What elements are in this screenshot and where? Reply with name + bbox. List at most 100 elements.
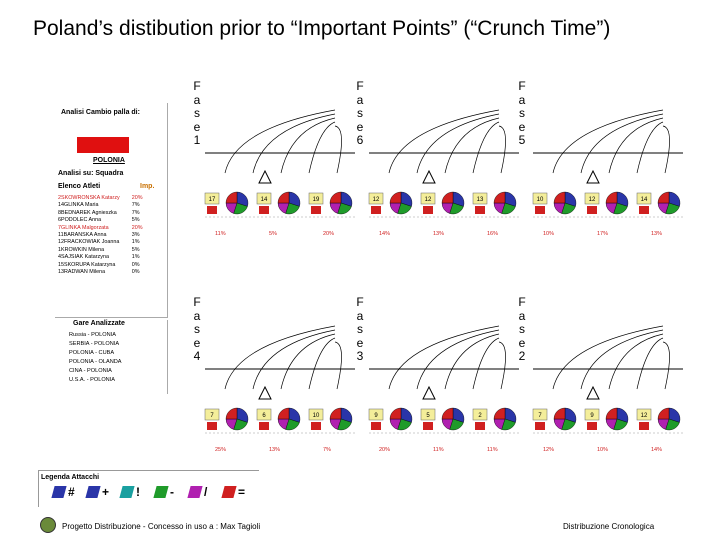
phase-letter: 2 — [518, 349, 526, 363]
phase-letter: 5 — [518, 133, 526, 147]
zone-count-box — [308, 408, 324, 421]
zone-count: 2 — [478, 413, 482, 419]
zone-count-box — [204, 192, 220, 205]
zone-count: 14 — [641, 197, 648, 203]
athlete-row: 12FRACKOWIAK Joanna 1% — [58, 239, 145, 246]
athlete-row: 2SKOWRONSKA Katarzy 20% — [58, 195, 145, 202]
zone-count-box — [204, 408, 220, 421]
legend-symbol: - — [170, 485, 174, 499]
zone-count-box — [368, 408, 384, 421]
zone-count: 19 — [313, 197, 320, 203]
athlete-imp: 3% — [131, 232, 140, 239]
zone-count: 6 — [262, 413, 266, 419]
setter-triangle-icon — [422, 169, 436, 184]
zone-bar — [639, 422, 649, 430]
distribution-pie-slice — [329, 191, 342, 204]
phase-letter: s — [357, 322, 363, 336]
zone-count-box — [420, 408, 436, 421]
phase-letter: F — [193, 79, 201, 93]
analysis-title: Analisi Cambio palla di: — [61, 109, 140, 116]
distribution-pie-slice — [389, 191, 402, 204]
phase-letter: e — [193, 119, 201, 134]
zone-count: 5 — [426, 413, 430, 419]
trajectory-line — [308, 337, 336, 390]
phase-letter: a — [518, 308, 526, 323]
match-item: POLONIA - CUBA — [69, 350, 115, 356]
legend-item: # — [51, 485, 75, 499]
phase-letter: F — [518, 295, 526, 309]
athlete-row: 13RADWAN Milena 0% — [58, 269, 145, 276]
athletes-table: 2SKOWRONSKA Katarzy 20% 14GLINKA Maria 7% 8B… — [58, 195, 145, 276]
trajectory-line — [252, 113, 336, 174]
athlete-imp: 0% — [131, 261, 140, 268]
athlete-row: 4SAJSIAK Katarzyna 1% — [58, 254, 145, 261]
zone-count-box — [256, 192, 272, 205]
zone-count: 7 — [538, 413, 542, 419]
trajectory-line — [308, 121, 336, 174]
phase-letter: a — [193, 308, 201, 323]
legend-symbol: = — [238, 485, 246, 499]
athlete-name: 13RADWAN Milena — [58, 269, 106, 276]
trajectory-line — [280, 333, 336, 390]
athlete-row: 1KROWKIN Milena 5% — [58, 247, 145, 254]
zone-percent: 14% — [379, 231, 390, 237]
trajectory-line — [636, 121, 664, 174]
zone-percent: 13% — [269, 447, 280, 453]
distribution-pie-slice — [553, 407, 566, 420]
phase-letter: a — [356, 92, 364, 107]
attack-symbol-icon — [119, 486, 135, 498]
zone-count-box — [472, 192, 488, 205]
phase-letter: a — [518, 92, 526, 107]
phase-letter: a — [193, 92, 201, 107]
zone-bar — [207, 422, 217, 430]
setter-triangle-icon — [586, 385, 600, 400]
zone-count: 7 — [210, 413, 214, 419]
zone-percent: 11% — [215, 231, 226, 237]
zone-bar — [587, 422, 597, 430]
athlete-name: 6PODOLEC Anna — [58, 217, 102, 224]
phase-letter: s — [194, 106, 200, 120]
phase-letter: s — [519, 322, 525, 336]
athlete-imp: 5% — [131, 246, 140, 253]
distribution-pie-slice — [553, 191, 566, 204]
legend-item: ! — [119, 485, 140, 499]
legend-symbol: # — [68, 485, 75, 499]
zone-percent: 16% — [487, 231, 498, 237]
zone-percent: 17% — [597, 231, 608, 237]
trajectory-line — [416, 113, 500, 174]
distribution-pie-slice — [493, 191, 506, 204]
zone-count-box — [368, 192, 384, 205]
analisi-label: Analisi su: Squadra — [58, 170, 124, 177]
zone-bar — [475, 422, 485, 430]
zone-count-box — [420, 192, 436, 205]
distribution-pie-slice — [441, 191, 454, 204]
zone-percent: 25% — [215, 447, 226, 453]
zone-percent: 11% — [487, 447, 498, 453]
match-item: POLONIA - OLANDA — [69, 359, 122, 365]
setter-triangle-icon — [258, 385, 272, 400]
phase-letter: 6 — [356, 133, 364, 147]
zone-percent: 20% — [379, 447, 390, 453]
zone-bar — [535, 422, 545, 430]
zone-percent: 11% — [433, 447, 444, 453]
attack-symbol-icon — [85, 486, 101, 498]
phase-letter: 4 — [193, 349, 201, 363]
distribution-pie-slice — [329, 407, 342, 420]
zone-count: 10 — [537, 197, 544, 203]
team-color-swatch — [77, 137, 129, 153]
trajectory-line — [444, 117, 500, 174]
trajectory-line — [252, 329, 336, 390]
athlete-name: 15SKORUPA Katarzyna — [58, 261, 116, 268]
phase-letter: s — [357, 106, 363, 120]
trajectory-line — [472, 121, 500, 174]
athletes-header: Elenco Atleti — [58, 183, 101, 190]
zone-bar — [371, 206, 381, 214]
trajectory-line — [224, 325, 336, 390]
zone-count-box — [308, 192, 324, 205]
distribution-pie-slice — [493, 407, 506, 420]
trajectory-line — [580, 113, 664, 174]
zone-bar — [207, 206, 217, 214]
